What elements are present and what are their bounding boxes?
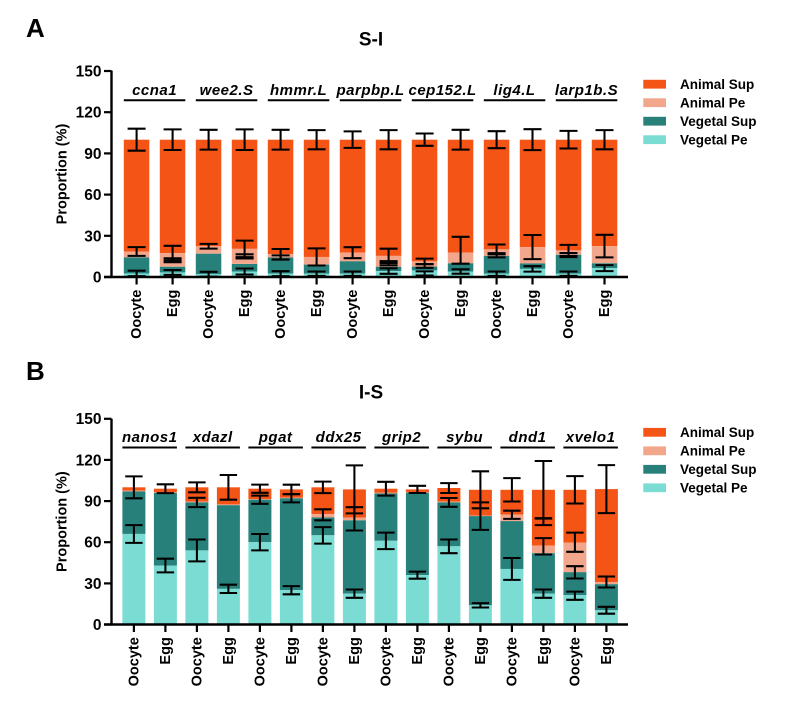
svg-text:grip2: grip2 (381, 429, 421, 446)
svg-text:cep152.L: cep152.L (408, 82, 476, 99)
svg-text:Egg: Egg (536, 637, 552, 664)
svg-text:Egg: Egg (347, 637, 363, 664)
svg-text:Egg: Egg (237, 290, 253, 317)
svg-text:Oocyte: Oocyte (273, 290, 289, 339)
svg-text:Oocyte: Oocyte (505, 637, 521, 686)
svg-text:Egg: Egg (309, 290, 325, 317)
svg-text:30: 30 (84, 576, 101, 593)
svg-text:xvelo1: xvelo1 (565, 429, 616, 446)
svg-text:Vegetal Pe: Vegetal Pe (680, 481, 748, 496)
svg-text:Oocyte: Oocyte (345, 290, 361, 339)
svg-text:Oocyte: Oocyte (379, 637, 395, 686)
svg-text:nanos1: nanos1 (122, 429, 178, 446)
svg-text:0: 0 (93, 617, 102, 634)
svg-text:Oocyte: Oocyte (253, 637, 269, 686)
svg-text:Egg: Egg (284, 637, 300, 664)
svg-text:xdazl: xdazl (192, 429, 233, 446)
svg-text:Vegetal Pe: Vegetal Pe (680, 133, 748, 148)
svg-text:Oocyte: Oocyte (201, 290, 217, 339)
svg-text:90: 90 (84, 494, 101, 511)
svg-text:Vegetal Sup: Vegetal Sup (680, 462, 757, 477)
svg-text:Animal Sup: Animal Sup (680, 425, 754, 440)
svg-text:parpbp.L: parpbp.L (336, 82, 405, 99)
svg-text:120: 120 (76, 452, 102, 469)
svg-text:Animal Sup: Animal Sup (680, 77, 754, 92)
svg-text:Egg: Egg (221, 637, 237, 664)
svg-text:Egg: Egg (525, 290, 541, 317)
svg-text:Oocyte: Oocyte (417, 290, 433, 339)
svg-text:hmmr.L: hmmr.L (270, 82, 327, 99)
svg-text:60: 60 (84, 187, 101, 204)
svg-text:Oocyte: Oocyte (489, 290, 505, 339)
svg-text:pgat: pgat (258, 429, 293, 446)
svg-text:I-S: I-S (359, 382, 383, 403)
svg-text:larp1b.S: larp1b.S (555, 82, 618, 99)
svg-text:S-I: S-I (359, 30, 383, 51)
svg-text:Animal Pe: Animal Pe (680, 96, 746, 111)
svg-text:Proportion (%): Proportion (%) (55, 471, 71, 572)
svg-text:Vegetal Sup: Vegetal Sup (680, 114, 757, 129)
svg-text:Egg: Egg (599, 637, 615, 664)
svg-text:30: 30 (84, 228, 101, 245)
svg-text:Oocyte: Oocyte (316, 637, 332, 686)
svg-text:sybu: sybu (446, 429, 483, 446)
svg-text:Oocyte: Oocyte (561, 290, 577, 339)
svg-text:A: A (26, 13, 45, 43)
svg-text:wee2.S: wee2.S (200, 82, 254, 99)
svg-text:150: 150 (76, 64, 102, 81)
svg-text:Oocyte: Oocyte (127, 637, 143, 686)
svg-text:90: 90 (84, 146, 101, 163)
svg-text:Egg: Egg (381, 290, 397, 317)
svg-text:Egg: Egg (453, 290, 469, 317)
svg-text:lig4.L: lig4.L (493, 82, 535, 99)
svg-text:Egg: Egg (165, 290, 181, 317)
svg-text:Animal Pe: Animal Pe (680, 444, 746, 459)
svg-text:B: B (26, 356, 45, 386)
svg-text:0: 0 (93, 270, 102, 287)
svg-text:Egg: Egg (410, 637, 426, 664)
svg-text:Egg: Egg (158, 637, 174, 664)
svg-text:Oocyte: Oocyte (442, 637, 458, 686)
svg-text:150: 150 (76, 411, 102, 428)
svg-text:Egg: Egg (473, 637, 489, 664)
svg-text:Proportion (%): Proportion (%) (55, 123, 71, 224)
svg-text:Egg: Egg (597, 290, 613, 317)
svg-text:Oocyte: Oocyte (190, 637, 206, 686)
svg-text:Oocyte: Oocyte (129, 290, 145, 339)
svg-text:60: 60 (84, 535, 101, 552)
svg-text:ddx25: ddx25 (316, 429, 362, 446)
svg-text:dnd1: dnd1 (509, 429, 547, 446)
svg-text:ccna1: ccna1 (132, 82, 177, 99)
svg-text:120: 120 (76, 105, 102, 122)
svg-text:Oocyte: Oocyte (568, 637, 584, 686)
